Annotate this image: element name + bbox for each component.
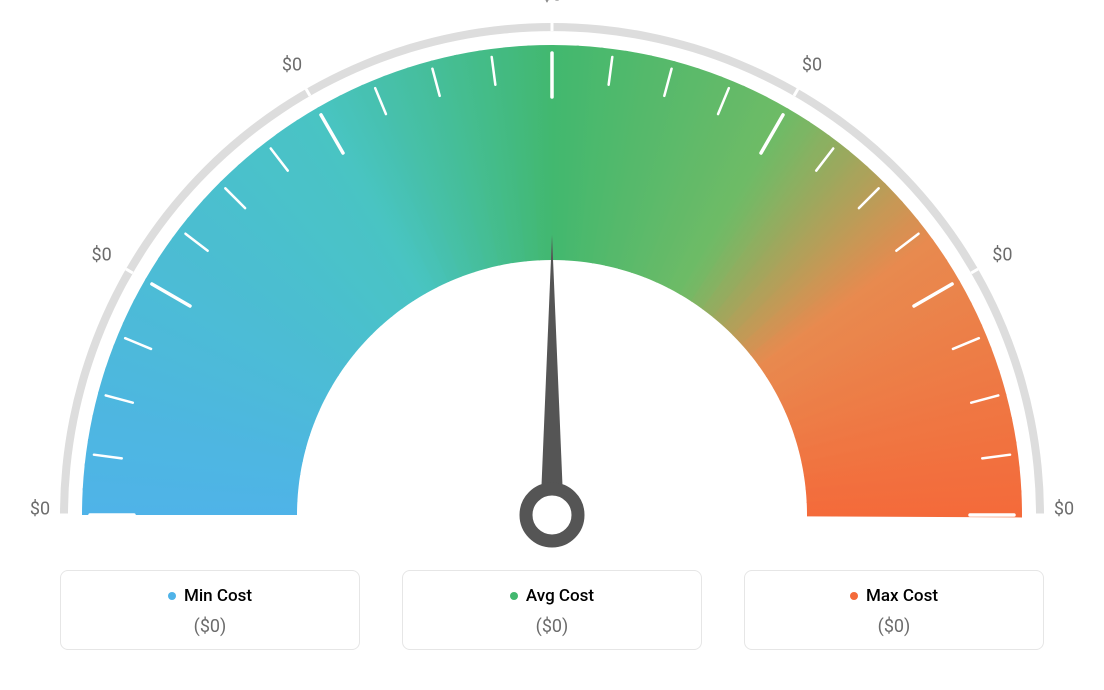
legend-avg-cost: Avg Cost ($0) bbox=[402, 570, 702, 650]
legend-dot-max bbox=[850, 592, 858, 600]
gauge-tick-label: $0 bbox=[802, 54, 822, 75]
legend-avg-label: Avg Cost bbox=[510, 586, 594, 606]
legend-max-label: Max Cost bbox=[850, 586, 938, 606]
legend-avg-value: ($0) bbox=[413, 616, 691, 637]
legend-dot-min bbox=[168, 592, 176, 600]
legend-max-cost: Max Cost ($0) bbox=[744, 570, 1044, 650]
legend-dot-avg bbox=[510, 592, 518, 600]
legend-max-value: ($0) bbox=[755, 616, 1033, 637]
legend-min-text: Min Cost bbox=[184, 586, 252, 606]
legend-max-text: Max Cost bbox=[866, 586, 938, 606]
gauge-svg bbox=[40, 15, 1064, 560]
gauge-tick-label: $0 bbox=[282, 54, 302, 75]
gauge-tick-label: $0 bbox=[30, 499, 50, 520]
legend-row: Min Cost ($0) Avg Cost ($0) Max Cost ($0… bbox=[40, 570, 1064, 650]
gauge-tick-label: $0 bbox=[1054, 499, 1074, 520]
gauge-tick-label: $0 bbox=[92, 245, 112, 266]
gauge-chart: $0$0$0$0$0$0$0 bbox=[40, 15, 1064, 560]
legend-min-value: ($0) bbox=[71, 616, 349, 637]
cost-gauge-container: $0 $0 $0 $0 $0 $0 $0 Min Cost ($0) Avg Cost ($… bbox=[0, 0, 1104, 690]
gauge-tick-label: $0 bbox=[992, 245, 1012, 266]
legend-min-label: Min Cost bbox=[168, 586, 252, 606]
legend-avg-text: Avg Cost bbox=[526, 586, 594, 606]
legend-min-cost: Min Cost ($0) bbox=[60, 570, 360, 650]
gauge-tick-label: $0 bbox=[542, 0, 562, 6]
